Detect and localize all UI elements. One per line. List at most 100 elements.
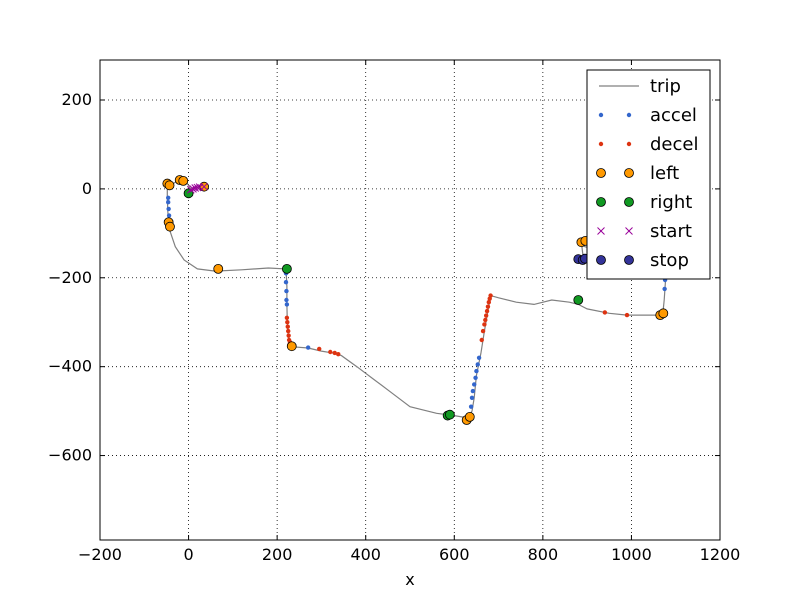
legend-marker xyxy=(626,141,632,147)
x-axis-label: x xyxy=(405,570,414,589)
left-point xyxy=(178,175,189,186)
accel-point xyxy=(166,195,171,200)
legend-entry-start: start xyxy=(597,221,692,242)
legend-entry-stop: stop xyxy=(596,250,689,271)
decel-point xyxy=(483,313,489,318)
legend-marker xyxy=(625,227,633,235)
legend-label: start xyxy=(650,221,692,242)
decel-point xyxy=(336,352,341,357)
accel-point xyxy=(468,404,474,409)
axis-ticks: −200 0 200 400 600 800 1000 1200 200 0 −200 −400 −60… xyxy=(48,60,740,564)
legend-marker xyxy=(624,255,634,265)
left-point xyxy=(213,263,224,274)
legend-marker xyxy=(598,141,604,147)
decel-point xyxy=(285,320,290,325)
decel-point xyxy=(328,349,333,355)
legend-marker xyxy=(624,197,634,207)
accel-point xyxy=(166,213,172,218)
y-tick-label: 0 xyxy=(82,179,92,198)
x-tick-label: −200 xyxy=(78,545,122,564)
accel-point xyxy=(474,368,479,374)
legend-label: right xyxy=(650,192,692,213)
decel-point xyxy=(483,317,488,323)
accel-point xyxy=(284,288,289,294)
x-tick-label: 800 xyxy=(528,545,559,564)
legend-marker xyxy=(597,227,605,235)
start-point-stroke xyxy=(200,182,208,191)
decel-point xyxy=(624,312,630,318)
left-point xyxy=(164,180,175,191)
accel-point xyxy=(476,355,482,360)
left-point xyxy=(165,221,175,232)
start-point xyxy=(193,183,202,192)
decel-point xyxy=(486,300,492,305)
legend-label: accel xyxy=(650,105,697,126)
right-point xyxy=(573,295,584,305)
legend-marker xyxy=(596,197,606,207)
legend-marker xyxy=(598,112,604,118)
accel-point xyxy=(662,286,667,292)
legend-entry-accel: accel xyxy=(598,105,697,126)
start-point xyxy=(200,182,208,191)
decel-point xyxy=(332,350,337,356)
y-tick-label: −200 xyxy=(48,268,92,287)
decel-point xyxy=(284,315,290,320)
decel-point xyxy=(317,346,322,352)
accel-point xyxy=(473,375,478,380)
x-tick-label: 0 xyxy=(183,545,193,564)
x-tick-label: 400 xyxy=(350,545,381,564)
right-point xyxy=(281,263,292,274)
legend-label: trip xyxy=(650,76,681,97)
legend-label: left xyxy=(650,163,679,184)
right-point xyxy=(444,409,455,420)
left-point xyxy=(286,341,297,352)
start-point xyxy=(189,185,197,193)
accel-point xyxy=(284,297,289,303)
legend-entry-trip: trip xyxy=(599,76,681,97)
legend-label: stop xyxy=(650,250,689,271)
legend-box xyxy=(586,69,711,280)
accel-point xyxy=(470,388,476,394)
legend-marker xyxy=(596,255,606,265)
x-tick-label: 200 xyxy=(262,545,293,564)
accel-point xyxy=(166,200,171,205)
start-series xyxy=(186,182,208,194)
legend-marker-stroke xyxy=(597,227,605,235)
decel-point xyxy=(484,308,490,314)
start-point xyxy=(186,185,195,194)
legend-entry-left: left xyxy=(596,163,679,184)
start-point-stroke xyxy=(189,185,197,193)
start-point-stroke xyxy=(186,185,195,194)
accel-point xyxy=(283,280,289,285)
accel-point xyxy=(475,362,480,367)
legend-marker xyxy=(626,112,632,118)
x-tick-label: 1000 xyxy=(611,545,652,564)
decel-point xyxy=(479,337,484,343)
decel-point xyxy=(482,322,487,327)
y-tick-label: −600 xyxy=(48,446,92,465)
legend-marker xyxy=(624,168,634,178)
decel-point xyxy=(285,324,290,329)
start-point-stroke xyxy=(193,183,202,192)
x-tick-label: 1200 xyxy=(700,545,741,564)
accel-point xyxy=(284,302,290,307)
left-point xyxy=(658,308,669,319)
accel-point xyxy=(472,382,477,387)
legend-marker-stroke xyxy=(625,227,633,235)
decel-point xyxy=(488,293,493,298)
legend: trip accel decel left right start stop xyxy=(586,69,711,280)
accel-point xyxy=(469,395,475,400)
accel-point xyxy=(166,206,171,212)
right-series xyxy=(183,188,584,421)
decel-point xyxy=(602,310,608,315)
legend-entry-decel: decel xyxy=(598,134,698,155)
accel-point xyxy=(305,345,311,350)
y-tick-label: 200 xyxy=(61,90,92,109)
x-tick-label: 600 xyxy=(439,545,470,564)
left-point xyxy=(464,411,475,422)
decel-point xyxy=(286,328,291,334)
y-tick-label: −400 xyxy=(48,357,92,376)
decel-point xyxy=(480,328,486,334)
